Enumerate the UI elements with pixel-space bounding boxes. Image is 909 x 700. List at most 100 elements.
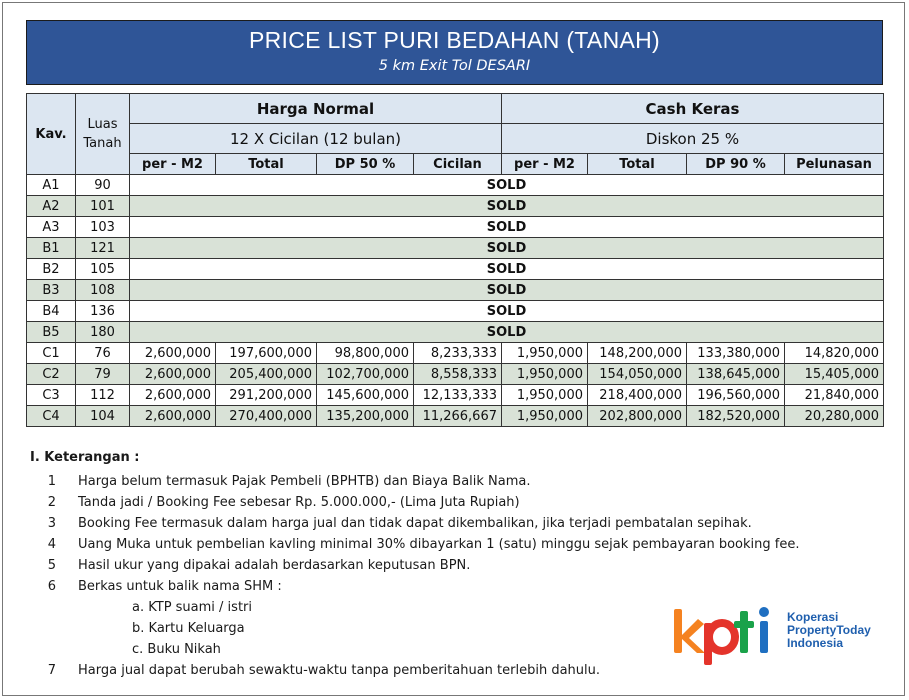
note-sub-item: b. Kartu Keluarga (132, 621, 245, 636)
cell-price: 14,820,000 (783, 342, 885, 364)
table-row: C4 104 2,600,000 270,400,000 135,200,000 11,2… (26, 405, 885, 427)
header-kav: Kav. (26, 93, 76, 175)
cell-kav: B1 (26, 237, 76, 259)
cell-price: 15,405,000 (783, 363, 885, 385)
subheader-cell: Pelunasan (783, 153, 885, 175)
table-row: C2 79 2,600,000 205,400,000 102,700,000 8,558… (26, 363, 885, 385)
table-row: C3 112 2,600,000 291,200,000 145,600,000 12,1… (26, 384, 885, 406)
cell-price: 102,700,000 (316, 363, 414, 385)
cell-luas: 105 (75, 258, 130, 280)
table-row: B4 136 SOLD (26, 300, 885, 322)
table-row: B1 121 SOLD (26, 237, 885, 259)
note-item: 6 Berkas untuk balik nama SHM : (30, 576, 830, 597)
cell-price: 8,558,333 (413, 363, 502, 385)
table-row: C1 76 2,600,000 197,600,000 98,800,000 8,233,… (26, 342, 885, 364)
cell-price: 1,950,000 (501, 405, 588, 427)
cell-kav: B5 (26, 321, 76, 343)
cell-price: 1,950,000 (501, 384, 588, 406)
cell-luas: 103 (75, 216, 130, 238)
notes-heading: I. Keterangan : (30, 450, 140, 465)
logo-line-3: Indonesia (787, 636, 844, 650)
cell-luas: 136 (75, 300, 130, 322)
notes-section: I. Keterangan : 1 Harga belum termasuk Pa… (30, 450, 830, 681)
cell-luas: 79 (75, 363, 130, 385)
note-text: Tanda jadi / Booking Fee sebesar Rp. 5.0… (78, 495, 520, 510)
note-item: 7 Harga jual dapat berubah sewaktu-waktu… (30, 660, 830, 681)
cell-price: 135,200,000 (316, 405, 414, 427)
logo-k-stem (674, 609, 682, 653)
note-number: 2 (47, 495, 56, 510)
note-text: Booking Fee termasuk dalam harga jual da… (78, 516, 752, 531)
cell-kav: A1 (26, 174, 76, 196)
sold-label: SOLD (128, 258, 885, 280)
note-item: 2 Tanda jadi / Booking Fee sebesar Rp. 5.… (30, 492, 830, 513)
cell-price: 202,800,000 (587, 405, 687, 427)
note-text: Hasil ukur yang dipakai adalah berdasark… (78, 558, 471, 573)
note-number: 1 (47, 474, 56, 489)
logo-line-1: Koperasi (787, 610, 839, 624)
cell-price: 197,600,000 (215, 342, 317, 364)
page-title: PRICE LIST PURI BEDAHAN (TANAH) (248, 27, 660, 53)
table-row: B5 180 SOLD (26, 321, 885, 343)
note-number: 7 (47, 663, 56, 678)
cell-price: 21,840,000 (783, 384, 885, 406)
cell-price: 205,400,000 (215, 363, 317, 385)
sold-label: SOLD (128, 300, 885, 322)
cell-luas: 104 (75, 405, 130, 427)
table-row: A3 103 SOLD (26, 216, 885, 238)
logo-t-stem (740, 611, 748, 653)
header-cash-keras: Cash Keras (500, 93, 885, 124)
title-banner: PRICE LIST PURI BEDAHAN (TANAH) 5 km Exi… (26, 20, 883, 85)
cell-price: 291,200,000 (215, 384, 317, 406)
cell-price: 182,520,000 (686, 405, 785, 427)
cell-price: 20,280,000 (783, 405, 885, 427)
cell-price: 154,050,000 (587, 363, 687, 385)
cell-luas: 121 (75, 237, 130, 259)
cell-price: 133,380,000 (686, 342, 785, 364)
note-item: 1 Harga belum termasuk Pajak Pembeli (BPH… (30, 471, 830, 492)
cell-kav: A3 (26, 216, 76, 238)
cell-price: 138,645,000 (686, 363, 785, 385)
sold-label: SOLD (128, 279, 885, 301)
page-subtitle: 5 km Exit Tol DESARI (378, 58, 531, 74)
note-text: Harga belum termasuk Pajak Pembeli (BPHT… (78, 474, 531, 489)
cell-luas: 76 (75, 342, 130, 364)
header-luas: Luas Tanah (75, 93, 130, 175)
note-number: 4 (47, 537, 56, 552)
subheader-cell: DP 90 % (686, 153, 785, 175)
note-text: Uang Muka untuk pembelian kavling minima… (78, 537, 800, 552)
note-item: 4 Uang Muka untuk pembelian kavling minim… (30, 534, 830, 555)
cell-price: 145,600,000 (316, 384, 414, 406)
table-row: A2 101 SOLD (26, 195, 885, 217)
header-harga-normal: Harga Normal (129, 93, 502, 124)
cell-price: 98,800,000 (316, 342, 414, 364)
cell-luas: 112 (75, 384, 130, 406)
subheader-cell: Total (215, 153, 317, 175)
cell-luas: 90 (75, 174, 130, 196)
subheader-cell: per - M2 (129, 153, 216, 175)
header-diskon-info: Diskon 25 % (500, 123, 885, 154)
cell-price: 2,600,000 (129, 363, 216, 385)
cell-price: 2,600,000 (129, 342, 216, 364)
subheader-cell: Cicilan (413, 153, 502, 175)
sold-label: SOLD (128, 216, 885, 238)
note-text: Berkas untuk balik nama SHM : (78, 579, 282, 594)
note-number: 6 (47, 579, 56, 594)
cell-kav: B3 (26, 279, 76, 301)
table-row: A1 90 SOLD (26, 174, 885, 196)
cell-price: 148,200,000 (587, 342, 687, 364)
note-text: Harga jual dapat berubah sewaktu-waktu t… (78, 663, 600, 678)
cell-price: 2,600,000 (129, 384, 216, 406)
cell-price: 12,133,333 (413, 384, 502, 406)
cell-price: 1,950,000 (501, 342, 588, 364)
subheader-cell: DP 50 % (316, 153, 414, 175)
price-table: Kav. Luas Tanah Harga Normal Cash Keras … (26, 93, 885, 427)
subheader-cell: per - M2 (501, 153, 588, 175)
cell-kav: B2 (26, 258, 76, 280)
note-sub-item: c. Buku Nikah (132, 642, 221, 657)
kpti-logo (674, 607, 769, 665)
cell-kav: C2 (26, 363, 76, 385)
note-item: 3 Booking Fee termasuk dalam harga jual d… (30, 513, 830, 534)
note-item: 5 Hasil ukur yang dipakai adalah berdasar… (30, 555, 830, 576)
cell-kav: B4 (26, 300, 76, 322)
